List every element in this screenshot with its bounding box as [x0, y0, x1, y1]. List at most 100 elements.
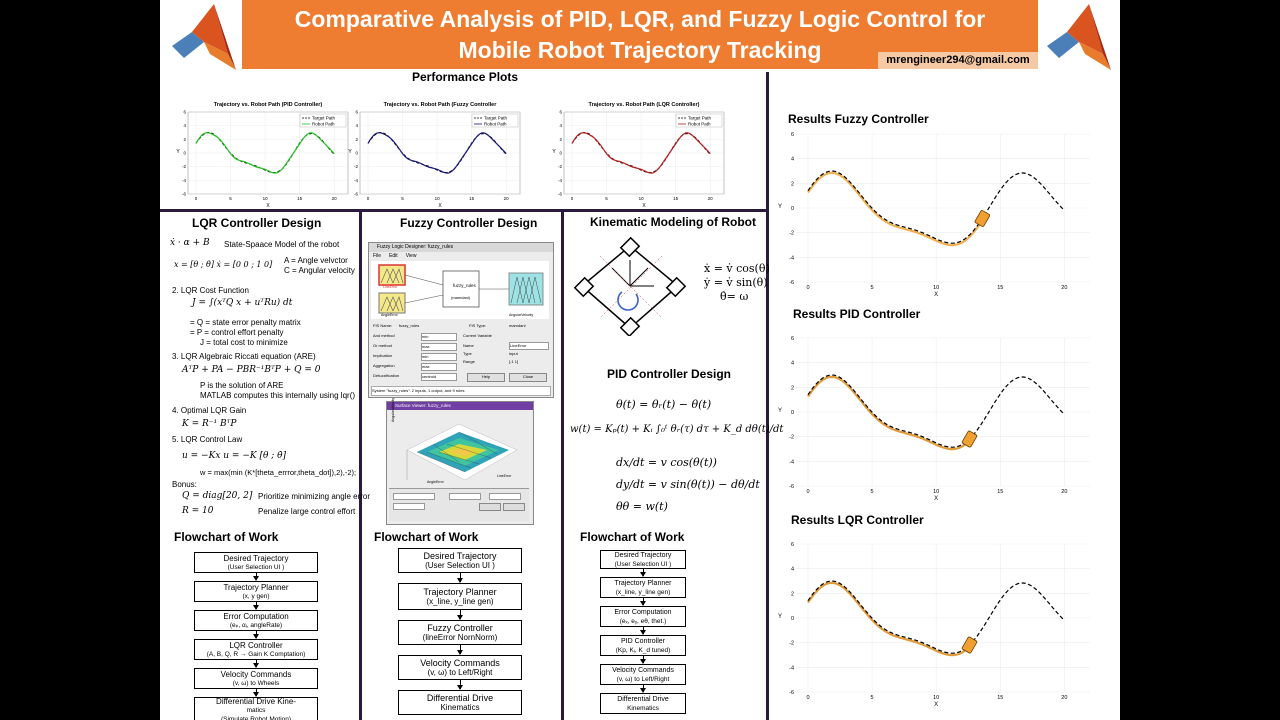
flowchart-title: Flowchart of Work: [174, 530, 279, 544]
robot-path-line: [367, 132, 507, 174]
help-button[interactable]: Help: [467, 373, 505, 382]
current-var-label: Current Variable: [463, 333, 492, 338]
fis-output: AngularVelocity: [509, 313, 534, 317]
x-tick-label: 15: [297, 196, 303, 201]
flowchart-step-line2: (x_line, y_line gen): [615, 588, 671, 596]
q-bonus-desc: Prioritize minimizing angle error: [258, 492, 371, 501]
surface-yinput-field[interactable]: [449, 493, 481, 500]
legend-robot-label: Robot Path: [688, 122, 711, 127]
surface-help-button[interactable]: [479, 503, 501, 511]
x-axis-label: X: [266, 203, 270, 208]
flowchart-arrow: [457, 680, 463, 690]
y-tick-label: 0: [183, 151, 186, 156]
x-tick-label: 15: [673, 196, 679, 201]
fuzzy-menu: File Edit View: [369, 252, 553, 260]
flowchart-arrow: [640, 685, 646, 693]
flowchart-step-line1: Desired Trajectory: [223, 553, 289, 563]
flowchart-step-line1: Velocity Commands: [420, 657, 500, 668]
surface-ylabel: LineError: [497, 474, 512, 478]
close-button[interactable]: Close: [509, 373, 547, 382]
menu-file[interactable]: File: [373, 253, 382, 259]
method-or-select[interactable]: max: [421, 343, 457, 351]
flowchart-step: Error Computation (eₓ, eᵧ, eθ, thet.): [600, 606, 686, 627]
flowchart-fuzzy: Flowchart of Work Desired Trajectory (Use…: [362, 530, 561, 720]
divider-col1: [359, 209, 362, 720]
flowchart-step-line1: Desired Trajectory: [614, 551, 672, 559]
method-aggregation-select[interactable]: max: [421, 363, 457, 371]
results-lqr-title: Results LQR Controller: [791, 513, 924, 527]
menu-view[interactable]: View: [405, 253, 417, 259]
robot-path-line: [807, 375, 971, 451]
x-tick-label: 0: [367, 196, 370, 201]
y-tick-label: -6: [789, 690, 794, 696]
x-tick-label: 15: [469, 196, 475, 201]
gain-eq: K = R⁻¹ BᵀP: [182, 419, 237, 429]
menu-edit[interactable]: Edit: [389, 253, 398, 259]
fuzzy-title: Fuzzy Controller Design: [400, 216, 538, 230]
y-axis-label: Y: [348, 149, 352, 155]
y-tick-label: -4: [354, 178, 358, 183]
y-tick-label: -6: [789, 280, 794, 286]
surface-close-button[interactable]: [503, 503, 525, 511]
target-path-line: [807, 374, 1065, 448]
flowchart-step-line1: Error Computation: [614, 608, 672, 616]
matlab-logo-right-icon: [1047, 4, 1111, 70]
fis-status: System "fuzzy_rules": 2 inputs, 1 output…: [371, 386, 551, 396]
flowchart-step-line1: Differential Drive: [617, 695, 669, 703]
y-tick-label: 2: [183, 137, 186, 142]
surface-xinput-field[interactable]: [393, 493, 435, 500]
r-bonus-desc: Penalize large control effort: [258, 507, 356, 516]
flowchart-step-line2: matics: [246, 707, 266, 714]
robot-marker-icon: [974, 210, 991, 227]
robot-path-line: [807, 171, 984, 247]
flowchart-step-line2: (x_line, y_line gen): [426, 596, 494, 606]
y-axis-label: Y: [778, 408, 782, 414]
fis-type-label: FIS Type:: [469, 323, 487, 328]
y-tick-label: 2: [791, 181, 794, 187]
x-tick-label: 20: [332, 196, 338, 201]
y-tick-label: -4: [182, 178, 186, 183]
flowchart-arrow: [253, 602, 259, 610]
surface-controls: [389, 488, 529, 521]
flowchart-step: Trajectory Planner (x_line, y_line gen): [600, 577, 686, 598]
flowchart-step-line1: Velocity Commands: [220, 669, 292, 679]
flowchart-step: Fuzzy Controller (lineError NornNorm): [398, 620, 522, 645]
performance-plot-0: Trajectory vs. Robot Path (PID Controlle…: [176, 102, 349, 208]
state-model-text: State-Spaace Model of the robot: [224, 240, 340, 249]
y-tick-label: -6: [354, 192, 358, 197]
method-and-select[interactable]: min: [421, 333, 457, 341]
surface-zinput-field[interactable]: [489, 493, 521, 500]
flowchart-step: Trajectory Planner (x, y gen): [194, 581, 318, 602]
title-line-2: Mobile Robot Trajectory Tracking: [458, 37, 822, 63]
y-axis-label: Y: [778, 204, 782, 210]
flowchart-step-line1: Differential Drive: [426, 692, 494, 703]
flowchart-step-line1: PID Controller: [621, 637, 665, 645]
plot-title: Trajectory vs. Robot Path (LQR Controlle…: [589, 102, 700, 108]
w-eq: w = max(min (K*[theta_errror,theta_dot])…: [200, 468, 357, 477]
method-implication-select[interactable]: min: [421, 353, 457, 361]
target-path-line: [807, 170, 1065, 244]
q-desc: = Q = state error penalty matrix: [190, 318, 301, 327]
x-axis-label: X: [438, 203, 442, 208]
performance-plot-1: Trajectory vs. Robot Path (Fuzzy Control…: [348, 102, 521, 208]
robot-path-line: [807, 581, 971, 657]
surface-grid-field[interactable]: [393, 503, 425, 510]
x-tick-label: 10: [263, 196, 269, 201]
y-tick-label: 4: [355, 123, 358, 128]
surface-window-title: Surface Viewer: fuzzy_rules: [387, 402, 533, 410]
flowchart-step-line1: Trajectory Planner: [223, 582, 289, 592]
robot-path-line: [571, 132, 711, 174]
var-type-label: Type: [463, 351, 472, 356]
y-tick-label: 2: [791, 385, 794, 391]
j-desc: J = total cost to minimize: [200, 338, 288, 347]
step-2: 2. LQR Cost Function: [172, 286, 249, 295]
method-defuzz-select[interactable]: centroid: [421, 373, 457, 381]
x-tick-label: 5: [401, 196, 404, 201]
pid-eq-4: dy/dt = v sin(θ(t)) − dθ/dt: [616, 478, 760, 491]
var-name-field[interactable]: LineError: [509, 342, 549, 350]
target-path-line: [367, 131, 507, 174]
flowchart-arrow: [253, 573, 259, 581]
y-tick-label: -4: [789, 255, 794, 261]
x-tick-label: 0: [806, 285, 809, 291]
